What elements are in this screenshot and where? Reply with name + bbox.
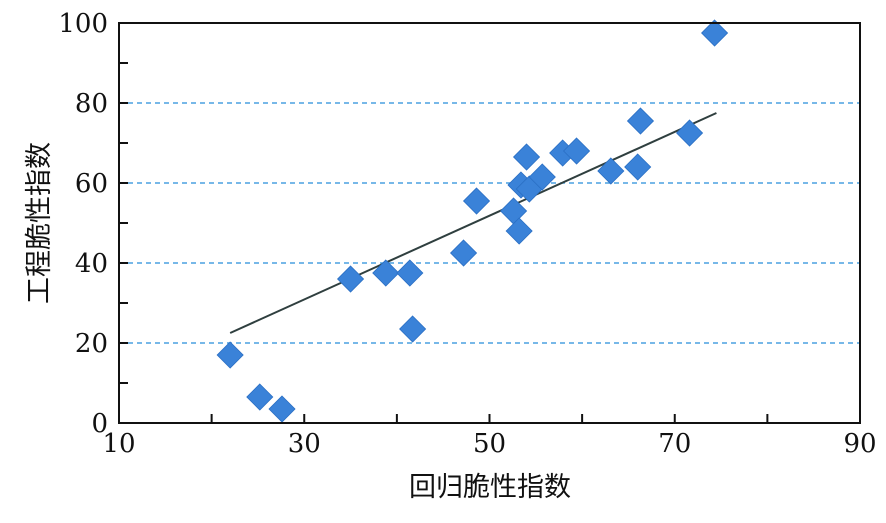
x-tick-label: 90: [843, 429, 876, 459]
data-points: [216, 19, 729, 423]
data-point: [597, 157, 625, 185]
x-tick-label: 70: [658, 429, 691, 459]
data-point: [399, 315, 427, 343]
data-point: [563, 137, 591, 165]
y-axis-label: 工程脆性指数: [24, 142, 55, 304]
x-tick-label: 50: [473, 429, 506, 459]
y-tick-label: 0: [91, 409, 108, 439]
x-axis-label: 回归脆性指数: [409, 472, 571, 503]
data-point: [701, 19, 729, 47]
data-point: [336, 265, 365, 293]
axis-ticks: 10 30 50 70 90 0 20 40 60 80 100: [58, 9, 876, 459]
data-point: [512, 143, 541, 171]
trendline-layer: [229, 112, 717, 334]
y-tick-label: 20: [75, 329, 108, 359]
data-point: [676, 119, 704, 147]
data-point: [372, 259, 400, 287]
data-point: [500, 197, 528, 225]
x-tick-label: 10: [102, 429, 135, 459]
data-point: [528, 163, 556, 191]
data-point: [396, 259, 424, 287]
data-point: [624, 153, 652, 181]
data-point: [268, 395, 296, 423]
data-point: [626, 107, 655, 135]
data-point: [216, 341, 244, 369]
trendline: [229, 112, 717, 334]
y-tick-label: 40: [75, 249, 108, 279]
gridlines: [119, 102, 860, 344]
y-tick-label: 60: [75, 169, 108, 199]
y-tick-label: 100: [58, 9, 108, 39]
data-point: [462, 187, 491, 215]
data-point: [246, 383, 274, 411]
x-tick-label: 30: [288, 429, 321, 459]
y-tick-label: 80: [75, 89, 108, 119]
data-point: [449, 239, 478, 267]
data-point: [505, 217, 533, 245]
